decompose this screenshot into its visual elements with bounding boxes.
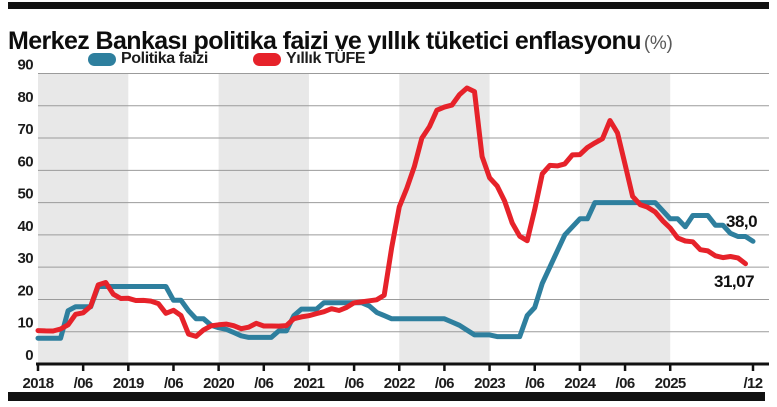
line-chart: 0 10 20 30 40 50 60 70 80 90 2018/06 2019/06 2020/06… — [18, 57, 769, 392]
year-band-2018 — [38, 73, 129, 364]
svg-text:2019: 2019 — [113, 375, 144, 392]
svg-text:/06: /06 — [254, 375, 273, 392]
policy-rate-line — [35, 200, 756, 341]
year-band-2024 — [579, 73, 671, 364]
svg-text:/06: /06 — [345, 375, 364, 392]
svg-text:30: 30 — [18, 250, 34, 267]
top-divider-bar — [8, 2, 769, 9]
legend-label-policy-rate: Politika faizi — [121, 50, 208, 67]
svg-text:/12: /12 — [743, 375, 762, 392]
bottom-divider-bar — [8, 392, 765, 401]
x-axis-labels: 2018/06 2019/06 2020/06 2021/06 2022/06 2023 /… — [23, 364, 763, 392]
page-title: Merkez Bankası politika faizi ve yıllık … — [8, 27, 773, 56]
svg-text:/06: /06 — [435, 375, 454, 392]
svg-text:10: 10 — [18, 315, 34, 332]
svg-text:50: 50 — [18, 186, 34, 203]
svg-text:20: 20 — [18, 282, 34, 299]
legend-label-cpi: Yıllık TÜFE — [286, 50, 366, 67]
policy-rate-end-value-label: 38,0 — [726, 212, 758, 231]
svg-text:60: 60 — [18, 153, 34, 170]
svg-text:90: 90 — [18, 57, 34, 74]
year-band-2022 — [399, 73, 490, 364]
title-text: Merkez Bankası politika faizi ve yıllık … — [8, 26, 642, 55]
cpi-end-value-label: 31,07 — [714, 272, 755, 291]
cpi-inflation-line — [35, 85, 748, 339]
svg-text:/06: /06 — [616, 375, 635, 392]
svg-text:40: 40 — [18, 218, 34, 235]
legend-swatch-policy-rate — [88, 53, 116, 66]
svg-text:/06: /06 — [74, 375, 93, 392]
svg-text:/06: /06 — [164, 375, 183, 392]
svg-text:80: 80 — [18, 89, 34, 106]
svg-text:2022: 2022 — [384, 375, 415, 392]
svg-text:2024: 2024 — [564, 375, 596, 392]
year-shading-bands — [38, 73, 671, 364]
svg-text:/06: /06 — [525, 375, 544, 392]
svg-text:2023: 2023 — [474, 375, 505, 392]
svg-text:0: 0 — [25, 347, 33, 364]
y-axis-labels: 0 10 20 30 40 50 60 70 80 90 — [18, 57, 34, 365]
legend-swatch-cpi — [253, 53, 281, 66]
svg-text:2025: 2025 — [655, 375, 686, 392]
svg-text:2018: 2018 — [23, 375, 54, 392]
svg-text:70: 70 — [18, 121, 34, 138]
svg-text:2021: 2021 — [293, 375, 324, 392]
svg-text:2020: 2020 — [203, 375, 234, 392]
title-unit: (%) — [643, 32, 673, 54]
